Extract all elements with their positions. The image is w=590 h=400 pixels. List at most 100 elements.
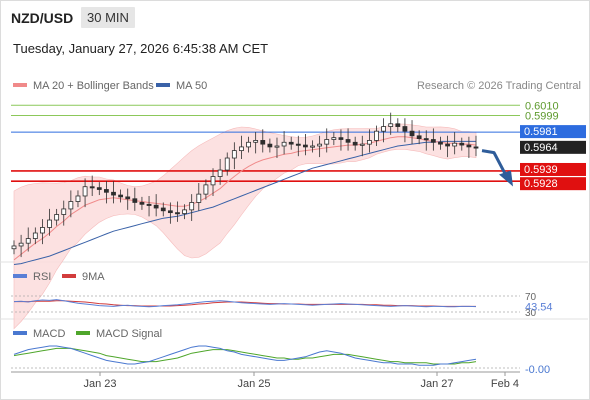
candle-body (395, 123, 401, 127)
rsi-ma-swatch (62, 274, 76, 279)
rsi-last-value: 43.54 (525, 302, 553, 314)
price-label-last: 0.5964 (524, 142, 558, 154)
projection-arrow (481, 149, 508, 177)
ma50-line (13, 140, 476, 265)
x-tick-label: Feb 4 (491, 378, 519, 390)
ma20-swatch (13, 83, 27, 88)
x-tick-label: Jan 27 (420, 378, 453, 390)
candle-body (466, 144, 472, 148)
candle-body (260, 140, 266, 145)
legend-ma20-label: MA 20 + Bollinger Bands (33, 80, 154, 92)
candle-body (473, 146, 479, 149)
candle-body (267, 143, 273, 148)
candle-body (317, 143, 323, 147)
candle-body (54, 214, 60, 221)
candle-body (366, 140, 372, 145)
macd-line (13, 345, 477, 366)
candle-body (111, 191, 116, 196)
rsi-line (13, 299, 477, 308)
price-label-support: 0.5939 (524, 164, 558, 176)
x-tick-label: Jan 23 (83, 378, 116, 390)
ma50-swatch (156, 83, 170, 88)
candle-body (104, 189, 109, 193)
price-label-pivot: 0.5981 (524, 126, 558, 138)
candle-body (47, 219, 52, 228)
ma20-line (13, 136, 477, 261)
macd-swatch (13, 331, 27, 336)
macd-last-value: -0.00 (525, 364, 550, 376)
candle-body (40, 227, 45, 234)
candle-body (182, 209, 187, 214)
candle-body (96, 187, 102, 190)
projection-arrowhead (499, 170, 513, 187)
candle-body (288, 141, 294, 145)
candle-body (281, 141, 287, 147)
candle-body (239, 146, 244, 152)
price-label-support: 0.5928 (524, 178, 558, 190)
candle-body (203, 184, 209, 195)
candle-body (324, 139, 330, 145)
price-label-box-support (520, 177, 586, 191)
candle-body (423, 138, 429, 141)
price-label-box-last (520, 140, 586, 154)
candle-body (11, 245, 17, 250)
timestamp: Tuesday, January 27, 2026 6:45:38 AM CET (13, 41, 269, 56)
candle-body (25, 238, 31, 244)
legend-ma20: MA 20 + Bollinger Bands (13, 80, 154, 92)
timeframe-button[interactable]: 30 MIN (81, 7, 135, 28)
candle-body (210, 176, 216, 186)
price-label-box-pivot (520, 125, 586, 139)
candle-body (295, 143, 301, 146)
candle-body (303, 144, 308, 148)
legend-ma50-label: MA 50 (176, 80, 208, 92)
candle-body (430, 139, 436, 143)
candle-body (359, 143, 365, 146)
candle-body (409, 130, 415, 137)
bollinger-band (13, 123, 477, 330)
candle-body (217, 169, 223, 177)
candle-body (231, 150, 237, 159)
candle-body (416, 135, 422, 139)
price-label-resistance: 0.6010 (525, 100, 559, 112)
candle-body (338, 137, 344, 140)
legend-ma50: MA 50 (156, 80, 207, 92)
candle-body (196, 193, 202, 203)
candle-body (160, 207, 166, 212)
legend-macd: MACD (13, 328, 65, 340)
legend-rsi-ma-label: 9MA (82, 271, 105, 283)
candle-body (452, 142, 458, 147)
research-credit: Research © 2026 Trading Central (416, 80, 581, 92)
price-label-box-support (520, 162, 586, 176)
candle-body (175, 212, 180, 215)
candle-body (274, 145, 280, 148)
legend-rsi: RSI (13, 271, 51, 283)
candle-body (75, 195, 81, 202)
candle-body (153, 204, 159, 209)
legend-rsi-ma: 9MA (62, 271, 105, 283)
candle-body (224, 157, 230, 171)
candle-body (146, 203, 152, 206)
candle-body (374, 130, 379, 141)
candle-body (118, 194, 124, 198)
candle-body (132, 198, 138, 203)
rsi-level-label: 70 (525, 292, 537, 303)
candle-body (331, 137, 337, 140)
legend-macd-signal: MACD Signal (76, 328, 162, 340)
candle-body (253, 140, 259, 143)
candle-body (125, 196, 131, 200)
candle-body (381, 126, 387, 132)
macd-signal-line (13, 347, 477, 365)
rsi-level-label: 30 (525, 308, 537, 319)
rsi-swatch (13, 274, 27, 279)
candle-body (246, 141, 251, 148)
candle-body (310, 145, 315, 148)
candle-body (89, 186, 95, 189)
price-label-resistance: 0.5999 (525, 110, 559, 122)
x-tick-label: Jan 25 (237, 378, 270, 390)
candle-body (61, 208, 67, 215)
candle-body (18, 242, 24, 247)
candle-body (459, 142, 465, 146)
candle-body (167, 210, 173, 214)
candle-body (402, 126, 408, 132)
